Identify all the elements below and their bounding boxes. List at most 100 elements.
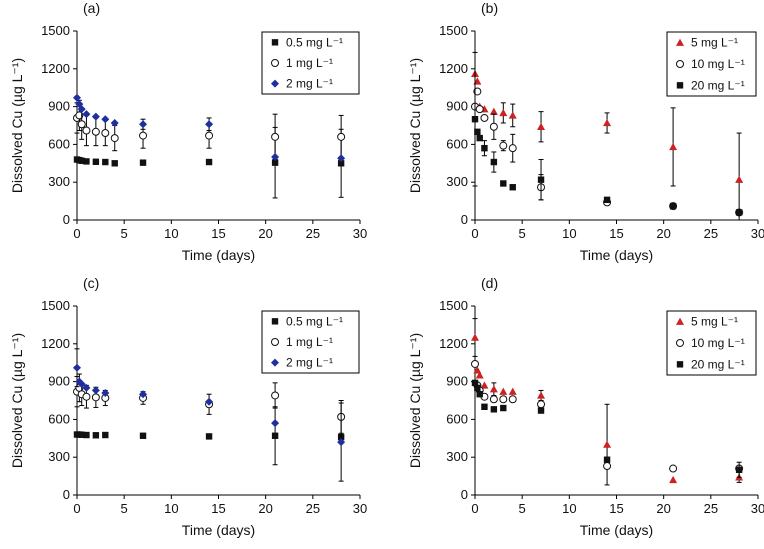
x-tick-label: 25: [306, 226, 320, 241]
x-tick-label: 30: [353, 226, 367, 241]
panel-label: (a): [83, 0, 100, 16]
x-tick-label: 15: [609, 501, 623, 516]
legend-label: 1 mg L⁻¹: [286, 335, 333, 349]
y-axis-title: Dissolved Cu (µg L⁻¹): [9, 333, 25, 468]
data-point: [603, 456, 611, 463]
x-tick-label: 15: [609, 226, 623, 241]
chart-panel-a: (a) 0 300 600 900 1200 1500 0 5 10 15 20 25 30 Time (d…: [9, 0, 367, 263]
data-point: [83, 431, 90, 439]
data-point: [537, 407, 545, 414]
data-point: [471, 333, 479, 341]
data-point: [73, 93, 81, 102]
y-tick-label: 600: [48, 411, 70, 426]
series-2: [73, 93, 346, 163]
data-point: [110, 118, 119, 127]
series-2: [471, 51, 743, 216]
data-point: [205, 433, 213, 440]
legend-label: 0.5 mg L⁻¹: [286, 314, 343, 328]
x-tick-label: 15: [211, 501, 225, 516]
legend-label: 5 mg L⁻¹: [691, 36, 738, 50]
y-tick-label: 1200: [41, 336, 70, 351]
x-tick-label: 0: [471, 501, 478, 516]
x-tick-label: 25: [306, 501, 320, 516]
y-tick-label: 900: [48, 99, 70, 114]
legend-label: 2 mg L⁻¹: [286, 77, 333, 91]
legend: 0.5 mg L⁻¹ 1 mg L⁻¹ 2 mg L⁻¹: [261, 31, 360, 95]
data-point: [509, 184, 516, 191]
data-point: [669, 142, 678, 151]
legend-label: 20 mg L⁻¹: [691, 78, 745, 92]
legend: 5 mg L⁻¹ 10 mg L⁻¹ 20 mg L⁻¹: [666, 310, 757, 376]
x-tick-label: 5: [519, 226, 526, 241]
chart-panel-c: (c) 0 300 600 900 1200 1500 0 5 10 15 20 25 30 Time (d…: [9, 275, 367, 538]
data-point: [471, 379, 479, 387]
data-point: [603, 196, 611, 204]
data-point: [101, 129, 110, 138]
data-point: [78, 157, 85, 164]
data-point: [205, 131, 214, 140]
x-tick-label: 20: [656, 226, 670, 241]
data-point: [91, 127, 100, 136]
data-point: [471, 116, 479, 123]
y-tick-label: 1500: [41, 298, 70, 313]
series-2: [471, 379, 743, 478]
legend-marker: [676, 317, 684, 325]
x-axis-title: Time (days): [580, 247, 653, 263]
data-point: [337, 132, 346, 141]
y-tick-label: 1500: [439, 298, 468, 313]
data-point: [508, 387, 517, 395]
x-tick-label: 0: [73, 226, 80, 241]
legend-marker: [271, 318, 279, 325]
legend-marker: [676, 361, 684, 368]
data-point: [139, 131, 148, 140]
data-point: [537, 400, 546, 409]
data-point: [499, 387, 508, 395]
data-point: [271, 159, 279, 166]
data-point: [735, 209, 743, 216]
y-tick-label: 1200: [439, 336, 468, 351]
legend-marker: [676, 38, 684, 46]
data-point: [490, 406, 498, 413]
data-point: [271, 419, 280, 428]
data-point: [471, 359, 479, 368]
data-point: [111, 160, 118, 167]
data-point: [75, 111, 84, 120]
data-point: [669, 202, 677, 210]
x-tick-label: 5: [121, 501, 128, 516]
data-point: [473, 87, 482, 96]
data-point: [205, 397, 214, 406]
data-point: [735, 175, 744, 183]
x-tick-label: 0: [73, 501, 80, 516]
data-point: [91, 386, 100, 395]
legend-marker: [271, 338, 279, 346]
x-tick-label: 5: [519, 501, 526, 516]
data-point: [500, 180, 507, 187]
data-point: [481, 403, 488, 410]
chart-panel-b: (b) 0 300 600 900 1200 1500 0 5 10 15 20 25 30 Time (d…: [407, 0, 764, 263]
y-tick-label: 900: [446, 99, 468, 114]
data-point: [337, 438, 346, 447]
y-tick-label: 900: [48, 374, 70, 389]
panel-label: (d): [481, 275, 498, 291]
y-tick-label: 1200: [41, 61, 70, 76]
data-point: [476, 134, 483, 142]
y-tick-label: 1500: [439, 23, 468, 38]
x-tick-label: 15: [211, 226, 225, 241]
x-axis-title: Time (days): [580, 522, 653, 538]
data-point: [73, 363, 81, 372]
data-point: [82, 392, 91, 401]
data-point: [337, 154, 346, 163]
data-point: [537, 122, 546, 130]
data-point: [101, 115, 110, 124]
legend-marker: [271, 358, 279, 367]
data-point: [271, 132, 280, 141]
data-point: [82, 110, 91, 119]
x-tick-label: 10: [562, 501, 576, 516]
x-tick-label: 5: [121, 226, 128, 241]
x-tick-label: 10: [164, 501, 178, 516]
data-point: [83, 158, 90, 165]
y-tick-label: 600: [446, 411, 468, 426]
series-2: [73, 348, 346, 482]
y-tick-label: 300: [446, 449, 468, 464]
